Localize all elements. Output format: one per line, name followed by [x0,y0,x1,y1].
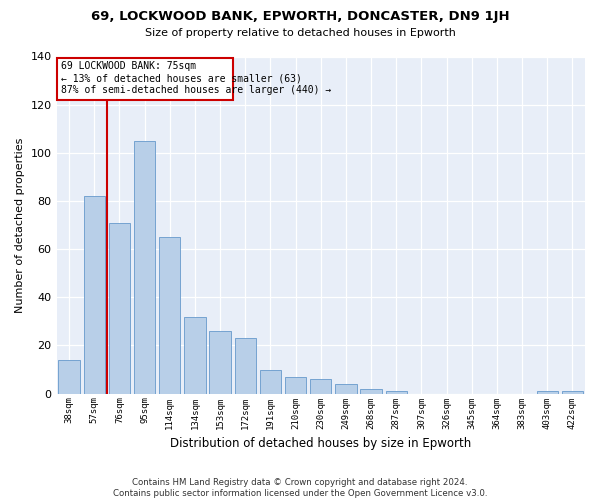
Bar [109,222,130,394]
Bar [260,370,281,394]
Text: ← 13% of detached houses are smaller (63): ← 13% of detached houses are smaller (63… [61,74,302,84]
Bar [209,331,231,394]
Bar [159,237,181,394]
Bar [335,384,356,394]
Text: 69, LOCKWOOD BANK, EPWORTH, DONCASTER, DN9 1JH: 69, LOCKWOOD BANK, EPWORTH, DONCASTER, D… [91,10,509,23]
Bar [184,316,206,394]
Text: Size of property relative to detached houses in Epworth: Size of property relative to detached ho… [145,28,455,38]
Bar [83,196,105,394]
Text: 69 LOCKWOOD BANK: 75sqm: 69 LOCKWOOD BANK: 75sqm [61,62,196,72]
Text: 87% of semi-detached houses are larger (440) →: 87% of semi-detached houses are larger (… [61,86,331,96]
Bar [361,389,382,394]
X-axis label: Distribution of detached houses by size in Epworth: Distribution of detached houses by size … [170,437,472,450]
Text: Contains HM Land Registry data © Crown copyright and database right 2024.
Contai: Contains HM Land Registry data © Crown c… [113,478,487,498]
Y-axis label: Number of detached properties: Number of detached properties [15,138,25,313]
Bar [536,391,558,394]
Bar [58,360,80,394]
FancyBboxPatch shape [57,58,233,100]
Bar [235,338,256,394]
Bar [562,391,583,394]
Bar [285,377,307,394]
Bar [310,379,331,394]
Bar [386,391,407,394]
Bar [134,141,155,394]
